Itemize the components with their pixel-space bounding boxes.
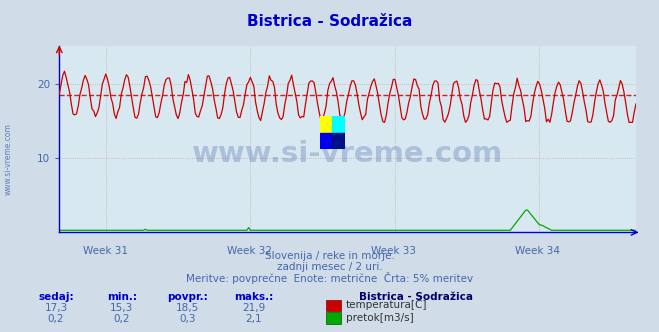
Text: 0,3: 0,3 [179,314,196,324]
Bar [326,300,341,311]
Text: zadnji mesec / 2 uri.: zadnji mesec / 2 uri. [277,262,382,272]
Text: 21,9: 21,9 [242,303,266,313]
Text: www.si-vreme.com: www.si-vreme.com [192,140,503,168]
Text: 15,3: 15,3 [110,303,134,313]
Text: povpr.:: povpr.: [167,292,208,302]
Text: Week 33: Week 33 [371,246,416,256]
Bar [332,116,345,133]
Text: min.:: min.: [107,292,137,302]
Text: temperatura[C]: temperatura[C] [346,300,428,310]
Text: sedaj:: sedaj: [38,292,74,302]
Text: 18,5: 18,5 [176,303,200,313]
Text: Week 32: Week 32 [227,246,272,256]
Text: maks.:: maks.: [234,292,273,302]
Text: Week 31: Week 31 [83,246,128,256]
Bar [320,116,332,133]
Text: www.si-vreme.com: www.si-vreme.com [4,124,13,195]
Text: pretok[m3/s]: pretok[m3/s] [346,313,414,323]
Bar [320,133,332,149]
Text: 17,3: 17,3 [44,303,68,313]
Text: Meritve: povprečne  Enote: metrične  Črta: 5% meritev: Meritve: povprečne Enote: metrične Črta:… [186,272,473,284]
Bar [332,133,345,149]
Text: 2,1: 2,1 [245,314,262,324]
Text: 0,2: 0,2 [47,314,65,324]
Text: Slovenija / reke in morje.: Slovenija / reke in morje. [264,251,395,261]
Text: 0,2: 0,2 [113,314,130,324]
Text: Week 34: Week 34 [515,246,560,256]
Text: Bistrica - Sodražica: Bistrica - Sodražica [359,292,473,302]
Bar [326,312,341,324]
Text: Bistrica - Sodražica: Bistrica - Sodražica [247,14,412,29]
